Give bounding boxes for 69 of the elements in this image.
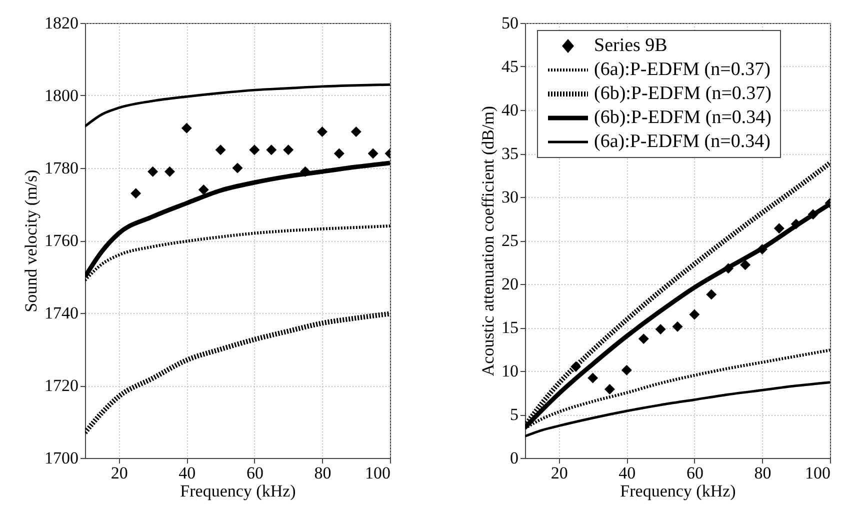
- point: [316, 126, 328, 137]
- x-axis-title: Frequency (kHz): [620, 482, 736, 500]
- legend-label: (6a):P-EDFM (n=0.34): [594, 130, 770, 154]
- point: [723, 263, 734, 274]
- y-tick-label: 1760: [44, 231, 78, 250]
- line-series: [85, 160, 390, 279]
- legend-label: (6b):P-EDFM (n=0.34): [594, 106, 772, 130]
- y-tick-label: 15: [502, 318, 518, 337]
- point: [808, 209, 818, 220]
- x-axis-title: Frequency (kHz): [180, 482, 296, 500]
- point: [672, 321, 683, 332]
- point: [164, 166, 175, 177]
- point: [215, 144, 226, 156]
- point: [181, 122, 192, 134]
- y-axis-title: Acoustic attenuation coefficient (dB/m): [478, 106, 498, 376]
- y-tick-label: 40: [502, 100, 518, 120]
- x-tick-label: 60: [246, 464, 264, 482]
- x-tick-label: 40: [618, 464, 636, 482]
- y-tick-label: 0: [510, 448, 518, 468]
- point: [368, 148, 378, 159]
- y-tick-label: 1780: [44, 158, 78, 178]
- x-tick-label: 40: [178, 464, 196, 482]
- x-tick-label: 100: [805, 464, 830, 482]
- point: [350, 126, 362, 137]
- y-axis-title: Sound velocity (m/s): [22, 170, 40, 312]
- y-tick-label: 45: [502, 57, 518, 76]
- y-tick-label: 35: [502, 144, 518, 163]
- x-tick-label: 60: [686, 464, 704, 482]
- y-tick-label: 1700: [44, 448, 78, 468]
- point: [604, 384, 615, 395]
- point: [756, 244, 768, 254]
- point: [621, 364, 632, 376]
- point: [774, 223, 784, 234]
- line-series: [85, 83, 390, 128]
- point: [266, 144, 277, 156]
- legend-label: Series 9B: [594, 34, 668, 58]
- line-series: [525, 381, 830, 438]
- legend-label: (6b):P-EDFM (n=0.37): [594, 82, 772, 106]
- point: [249, 144, 260, 156]
- x-tick-label: 80: [314, 464, 332, 482]
- legend-label: (6a):P-EDFM (n=0.37): [594, 58, 770, 82]
- x-tick-label: 100: [365, 464, 390, 482]
- x-tick-label: 20: [550, 464, 568, 482]
- point: [689, 309, 700, 320]
- point: [148, 166, 158, 177]
- y-tick-label: 1720: [44, 376, 78, 395]
- y-tick-label: 1800: [44, 86, 78, 105]
- x-tick-label: 80: [754, 464, 772, 482]
- point: [706, 289, 717, 300]
- y-tick-label: 20: [502, 274, 518, 294]
- point: [588, 372, 598, 384]
- point: [334, 148, 344, 159]
- y-tick-label: 25: [502, 231, 518, 250]
- point: [740, 260, 751, 270]
- point: [300, 166, 311, 177]
- point: [283, 144, 294, 156]
- point: [655, 324, 666, 334]
- y-tick-label: 1740: [44, 304, 78, 322]
- y-tick-label: 10: [502, 362, 518, 380]
- point: [130, 188, 142, 199]
- y-tick-label: 5: [510, 405, 518, 424]
- y-tick-label: 30: [502, 188, 518, 206]
- point: [638, 334, 649, 344]
- y-tick-label: 1820: [44, 14, 78, 32]
- point: [198, 184, 209, 195]
- y-tick-label: 50: [502, 14, 518, 32]
- point: [232, 162, 243, 174]
- point: [570, 361, 582, 372]
- x-tick-label: 20: [110, 464, 128, 482]
